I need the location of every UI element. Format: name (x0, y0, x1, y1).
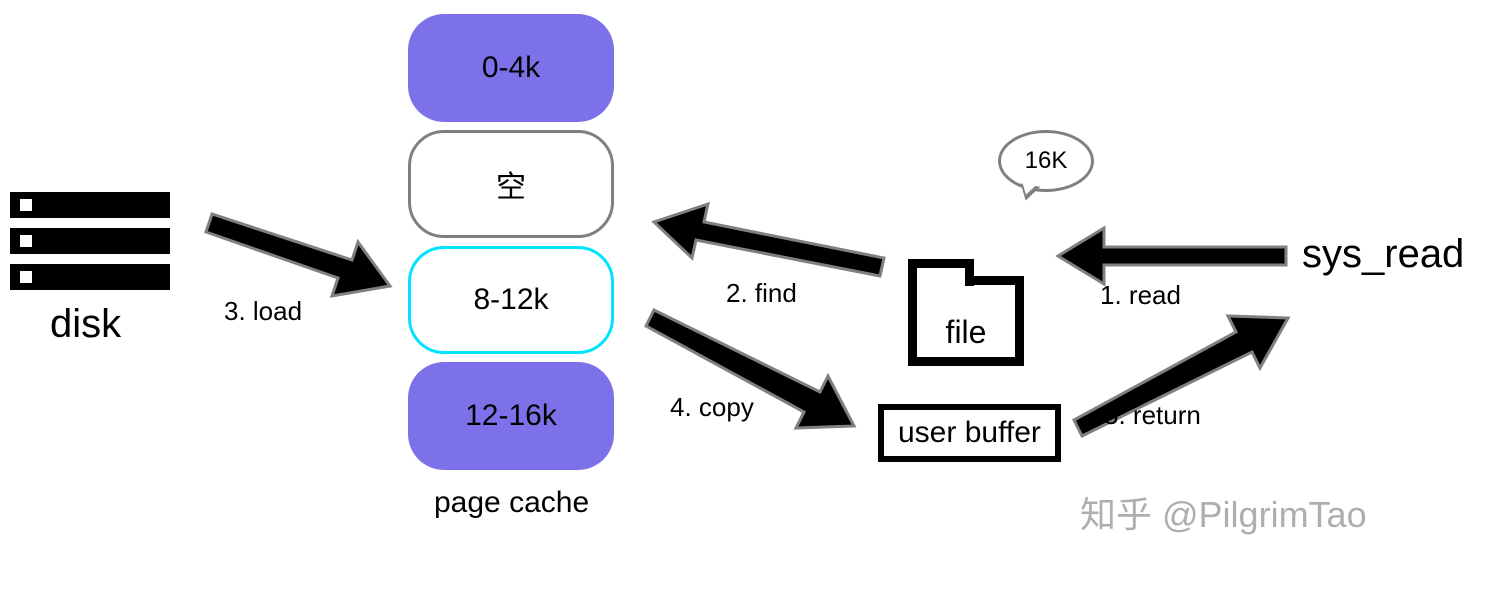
step3-label: 3. load (224, 296, 302, 327)
arrow-step3 (206, 214, 390, 296)
step1-label: 1. read (1100, 280, 1181, 311)
arrow-step2 (654, 204, 884, 276)
diagram-canvas: disk 0-4k 空 8-12k 12-16k page cache 16K … (0, 0, 1504, 592)
step5-label: 5. return (1104, 400, 1201, 431)
step2-label: 2. find (726, 278, 797, 309)
arrow-step1 (1058, 228, 1286, 284)
step4-label: 4. copy (670, 392, 754, 423)
